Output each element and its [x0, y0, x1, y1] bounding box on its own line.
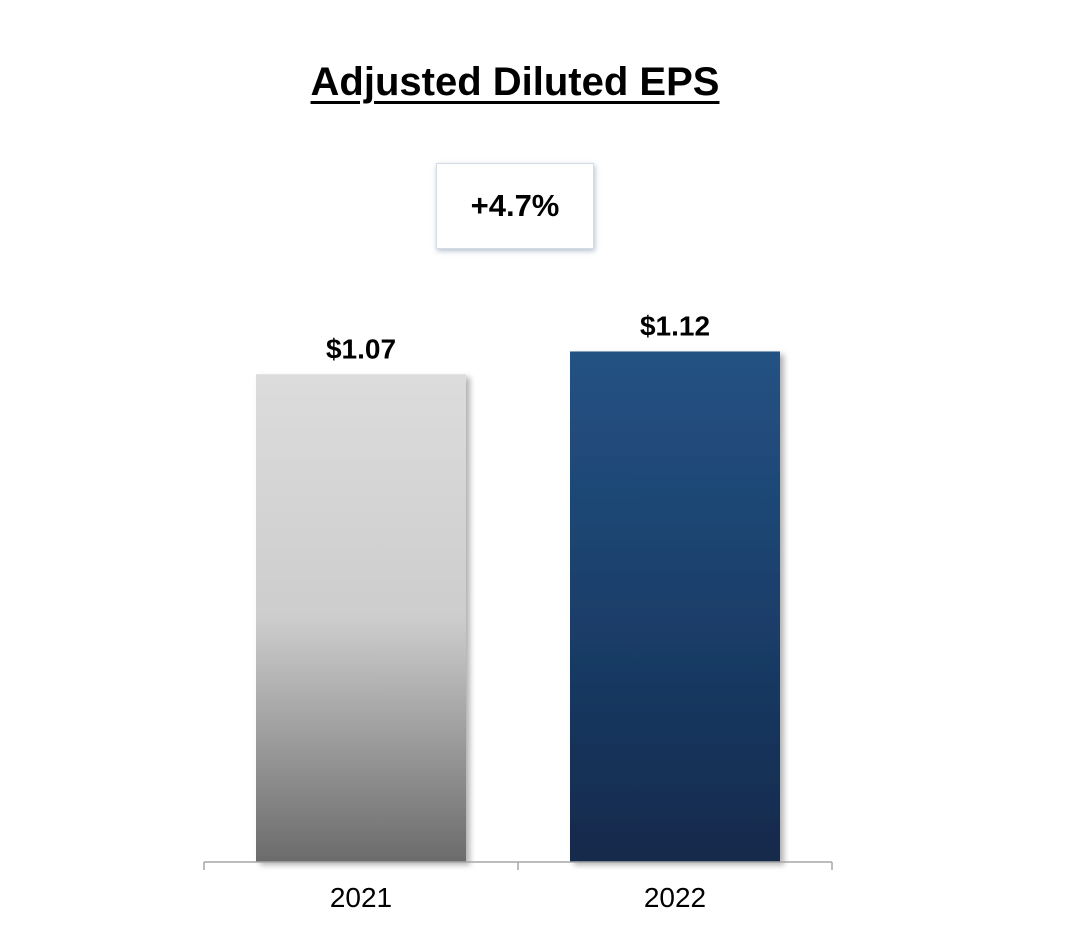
bars-layer: [256, 351, 780, 862]
growth-callout-box: +4.7%: [436, 163, 594, 249]
x-axis: [203, 861, 833, 870]
chart-title: Adjusted Diluted EPS: [310, 60, 720, 104]
labels-layer: $1.07 2021 $1.12 2022: [326, 310, 710, 913]
bar-2022: [570, 351, 780, 862]
growth-callout-label: +4.7%: [470, 188, 560, 223]
data-label-2022: $1.12: [640, 310, 710, 341]
x-tick-label-2022: 2022: [644, 882, 706, 913]
bar-2021: [256, 374, 466, 862]
data-label-2021: $1.07: [326, 333, 396, 364]
x-tick-label-2021: 2021: [330, 882, 392, 913]
